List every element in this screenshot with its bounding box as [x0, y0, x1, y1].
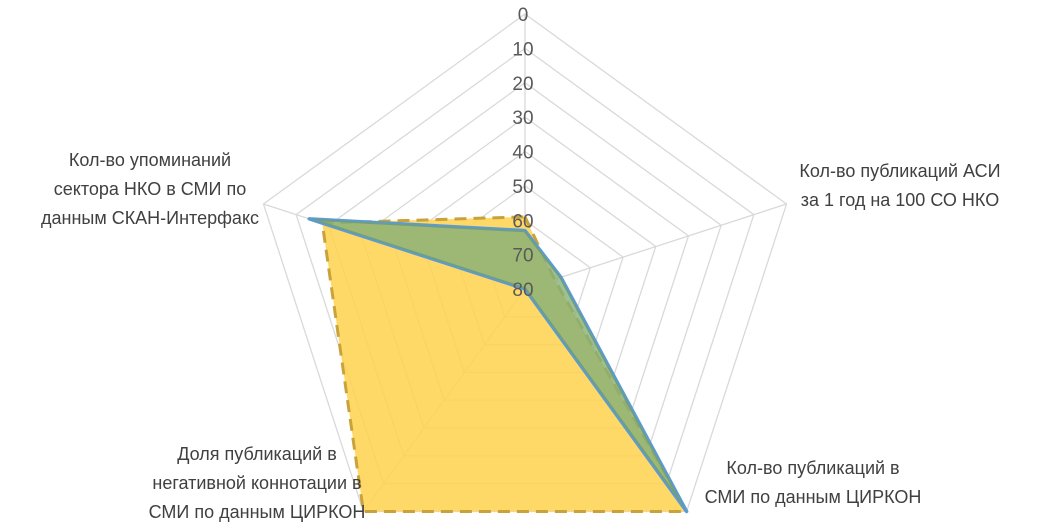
grid-spoke	[524, 203, 787, 290]
tick-label: 0	[518, 5, 529, 26]
tick-label: 10	[512, 39, 533, 60]
category-label: Доля публикаций в негативной коннотации в…	[149, 444, 366, 522]
category-labels: Кол-во публикаций АСИ за 1 год на 100 СО …	[41, 150, 1001, 522]
radial-tick-labels: 0 10 20 30 40 50 60 70 80	[512, 5, 533, 301]
category-label: Кол-во упоминаний сектора НКО в СМИ по дан…	[41, 150, 259, 228]
tick-label: 40	[512, 143, 533, 164]
tick-label: 20	[512, 74, 533, 95]
category-label: Кол-во публикаций АСИ за 1 год на 100 СО …	[799, 161, 1000, 210]
category-label: Кол-во публикаций в СМИ по данным ЦИРКОН	[705, 458, 922, 507]
series-overlap-tint	[309, 218, 687, 512]
tick-label: 50	[512, 177, 533, 198]
tick-label: 70	[512, 246, 533, 267]
tick-label: 30	[512, 108, 533, 129]
tick-label: 80	[512, 280, 533, 301]
radar-series	[307, 215, 689, 514]
tick-label: 60	[512, 211, 533, 232]
